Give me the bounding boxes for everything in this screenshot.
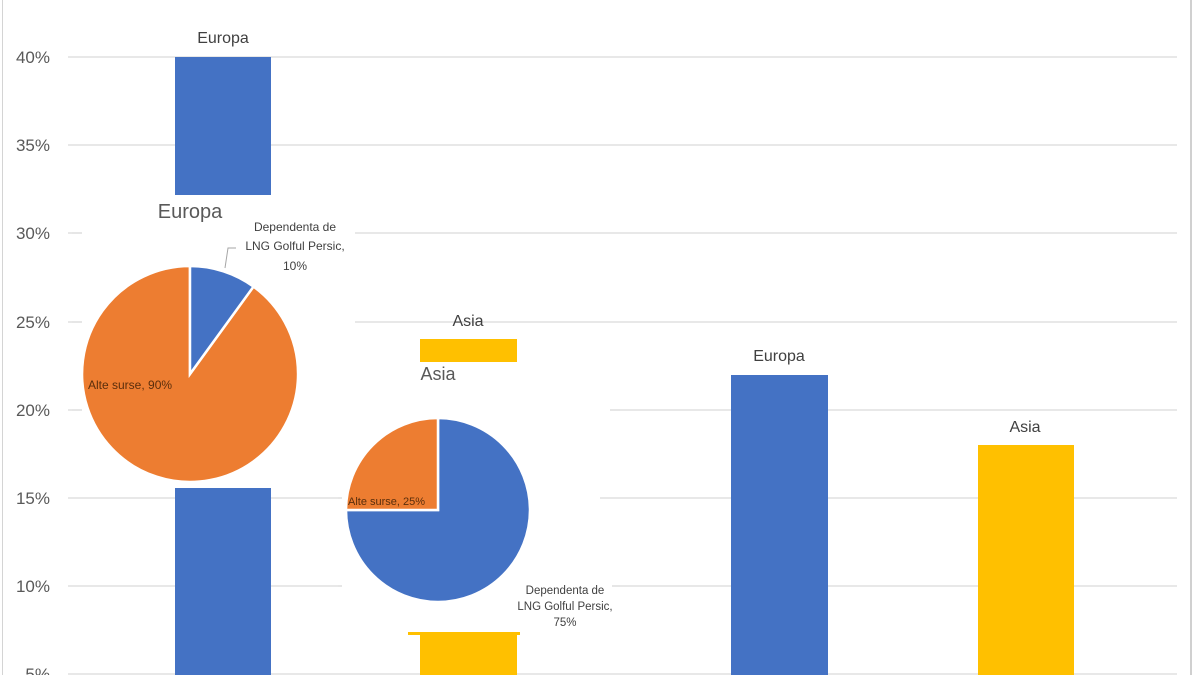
pie-europa-label-blue-line1: Dependenta de [254, 220, 336, 234]
pie-asia-label-blue-line2: LNG Golful Persic, [517, 601, 612, 613]
pie-europa-label-blue-line3: 10% [283, 259, 307, 273]
y-tick-25: 25% [16, 313, 50, 332]
pie-europa: Europa Dependenta de LNG Golful Persic, … [72, 195, 372, 488]
bar-asia-1-remnant-edge [408, 632, 520, 635]
frame-left-border [2, 0, 3, 675]
pie-europa-slice-dependenta [188, 264, 256, 378]
pie-europa-label-orange: Alte surse, 90% [88, 378, 172, 392]
y-tick-15: 15% [16, 489, 50, 508]
bar-asia-2 [978, 445, 1074, 675]
bar-europa-1-lower [175, 488, 271, 675]
pie-europa-leader-line [224, 247, 236, 269]
y-tick-30: 30% [16, 224, 50, 243]
bar-label-asia-2: Asia [1009, 419, 1040, 436]
pie-europa-title: Europa [158, 201, 223, 223]
pie-europa-label-blue-line2: LNG Golful Persic, [245, 239, 344, 253]
bar-label-europa-1: Europa [197, 30, 249, 47]
pie-asia-label-blue-line1: Dependenta de [526, 585, 605, 597]
bar-europa-1-upper [175, 57, 271, 194]
pie-asia-slice-alte-surse [344, 416, 440, 512]
bar-label-europa-2: Europa [753, 348, 805, 365]
frame-right-border [1190, 0, 1192, 675]
bar-labels: Europa Asia Europa Asia [197, 30, 1040, 436]
bar-europa-2 [731, 375, 828, 675]
pie-asia-slice-dependenta [344, 416, 532, 604]
y-tick-10: 10% [16, 577, 50, 596]
bar-label-asia-1: Asia [452, 313, 483, 330]
pie-asia: Asia Alte surse, 25% Dependenta de LNG G… [338, 362, 620, 635]
bar-asia-1-lower [420, 635, 517, 675]
y-tick-35: 35% [16, 136, 50, 155]
bar-asia-1-upper [420, 339, 517, 362]
y-tick-5: 5% [25, 665, 50, 675]
y-tick-20: 20% [16, 401, 50, 420]
pie-asia-label-blue-line3: 75% [553, 617, 576, 629]
pie-asia-label-orange: Alte surse, 25% [348, 496, 425, 508]
pie-asia-title: Asia [420, 364, 456, 384]
y-axis: 40% 35% 30% 25% 20% 15% 10% 5% [16, 48, 50, 680]
y-tick-40: 40% [16, 48, 50, 67]
